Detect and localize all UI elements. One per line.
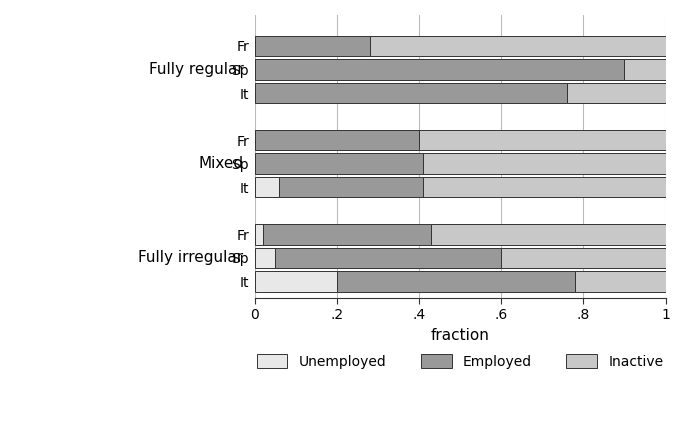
Bar	[567, 83, 666, 103]
Bar	[255, 59, 625, 80]
Text: Fully irregular: Fully irregular	[138, 250, 243, 266]
Text: Mixed: Mixed	[198, 156, 243, 171]
Bar	[255, 130, 419, 151]
Bar	[501, 247, 666, 268]
Bar	[275, 247, 501, 268]
Bar	[279, 177, 423, 198]
Bar	[423, 177, 666, 198]
Bar	[419, 130, 666, 151]
Bar	[423, 153, 666, 174]
Legend: Unemployed, Employed, Inactive: Unemployed, Employed, Inactive	[250, 347, 670, 376]
Bar	[263, 224, 432, 245]
Bar	[575, 271, 666, 292]
Bar	[255, 224, 263, 245]
Bar	[625, 59, 666, 80]
Bar	[432, 224, 666, 245]
Bar	[255, 271, 337, 292]
Bar	[337, 271, 575, 292]
Bar	[255, 36, 370, 56]
Bar	[255, 83, 567, 103]
X-axis label: fraction: fraction	[431, 328, 490, 343]
Text: Fully regular: Fully regular	[149, 62, 243, 77]
Bar	[255, 153, 423, 174]
Bar	[255, 247, 275, 268]
Bar	[370, 36, 666, 56]
Bar	[255, 177, 279, 198]
